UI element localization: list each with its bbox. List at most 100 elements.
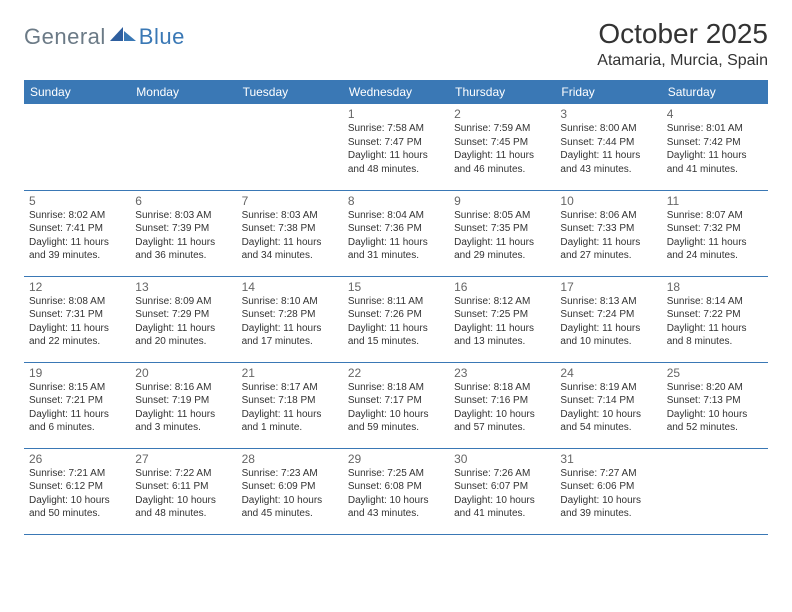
day-detail-ss: Sunset: 6:11 PM	[135, 480, 231, 494]
day-number: 25	[667, 366, 763, 380]
day-detail-dl1: Daylight: 11 hours	[667, 236, 763, 250]
day-cell: 9Sunrise: 8:05 AMSunset: 7:35 PMDaylight…	[449, 190, 555, 276]
day-number: 15	[348, 280, 444, 294]
day-detail-dl1: Daylight: 11 hours	[135, 236, 231, 250]
day-detail-sr: Sunrise: 8:10 AM	[242, 295, 338, 309]
calendar-week: 19Sunrise: 8:15 AMSunset: 7:21 PMDayligh…	[24, 362, 768, 448]
day-detail-dl2: and 45 minutes.	[242, 507, 338, 521]
day-detail-ss: Sunset: 7:21 PM	[29, 394, 125, 408]
weekday-header: Wednesday	[343, 80, 449, 104]
day-detail-ss: Sunset: 7:13 PM	[667, 394, 763, 408]
day-detail-sr: Sunrise: 8:06 AM	[560, 209, 656, 223]
day-number: 8	[348, 194, 444, 208]
day-detail-sr: Sunrise: 8:04 AM	[348, 209, 444, 223]
day-cell: 11Sunrise: 8:07 AMSunset: 7:32 PMDayligh…	[662, 190, 768, 276]
day-detail-ss: Sunset: 7:18 PM	[242, 394, 338, 408]
day-detail-sr: Sunrise: 8:03 AM	[135, 209, 231, 223]
day-detail-sr: Sunrise: 8:09 AM	[135, 295, 231, 309]
day-number: 30	[454, 452, 550, 466]
day-detail-ss: Sunset: 7:19 PM	[135, 394, 231, 408]
day-detail-ss: Sunset: 7:31 PM	[29, 308, 125, 322]
day-cell: 5Sunrise: 8:02 AMSunset: 7:41 PMDaylight…	[24, 190, 130, 276]
day-detail-dl1: Daylight: 10 hours	[242, 494, 338, 508]
day-cell: 21Sunrise: 8:17 AMSunset: 7:18 PMDayligh…	[237, 362, 343, 448]
day-cell: 12Sunrise: 8:08 AMSunset: 7:31 PMDayligh…	[24, 276, 130, 362]
day-cell: 20Sunrise: 8:16 AMSunset: 7:19 PMDayligh…	[130, 362, 236, 448]
day-detail-ss: Sunset: 6:12 PM	[29, 480, 125, 494]
day-detail-dl1: Daylight: 11 hours	[242, 408, 338, 422]
day-detail-dl2: and 46 minutes.	[454, 163, 550, 177]
day-number: 14	[242, 280, 338, 294]
day-detail-dl1: Daylight: 10 hours	[560, 408, 656, 422]
day-number: 28	[242, 452, 338, 466]
day-detail-ss: Sunset: 7:14 PM	[560, 394, 656, 408]
day-detail-sr: Sunrise: 7:23 AM	[242, 467, 338, 481]
day-detail-dl2: and 48 minutes.	[135, 507, 231, 521]
day-detail-dl1: Daylight: 10 hours	[560, 494, 656, 508]
day-detail-dl2: and 8 minutes.	[667, 335, 763, 349]
day-detail-dl2: and 3 minutes.	[135, 421, 231, 435]
day-detail-dl1: Daylight: 10 hours	[348, 494, 444, 508]
day-cell: 3Sunrise: 8:00 AMSunset: 7:44 PMDaylight…	[555, 104, 661, 190]
day-number: 18	[667, 280, 763, 294]
day-cell: 15Sunrise: 8:11 AMSunset: 7:26 PMDayligh…	[343, 276, 449, 362]
day-cell: 6Sunrise: 8:03 AMSunset: 7:39 PMDaylight…	[130, 190, 236, 276]
day-detail-dl2: and 43 minutes.	[348, 507, 444, 521]
day-detail-dl2: and 13 minutes.	[454, 335, 550, 349]
day-cell: 10Sunrise: 8:06 AMSunset: 7:33 PMDayligh…	[555, 190, 661, 276]
empty-cell	[130, 104, 236, 190]
day-number: 10	[560, 194, 656, 208]
day-detail-sr: Sunrise: 7:58 AM	[348, 122, 444, 136]
day-detail-dl2: and 29 minutes.	[454, 249, 550, 263]
day-cell: 14Sunrise: 8:10 AMSunset: 7:28 PMDayligh…	[237, 276, 343, 362]
day-detail-sr: Sunrise: 8:02 AM	[29, 209, 125, 223]
day-detail-ss: Sunset: 7:39 PM	[135, 222, 231, 236]
day-detail-ss: Sunset: 7:17 PM	[348, 394, 444, 408]
day-cell: 7Sunrise: 8:03 AMSunset: 7:38 PMDaylight…	[237, 190, 343, 276]
day-detail-sr: Sunrise: 8:00 AM	[560, 122, 656, 136]
day-detail-sr: Sunrise: 8:05 AM	[454, 209, 550, 223]
weekday-header: Monday	[130, 80, 236, 104]
day-detail-dl1: Daylight: 11 hours	[348, 236, 444, 250]
day-detail-ss: Sunset: 7:16 PM	[454, 394, 550, 408]
month-title: October 2025	[597, 18, 768, 50]
day-cell: 28Sunrise: 7:23 AMSunset: 6:09 PMDayligh…	[237, 448, 343, 534]
day-detail-dl1: Daylight: 10 hours	[454, 408, 550, 422]
day-detail-dl1: Daylight: 11 hours	[348, 149, 444, 163]
day-number: 6	[135, 194, 231, 208]
day-cell: 26Sunrise: 7:21 AMSunset: 6:12 PMDayligh…	[24, 448, 130, 534]
day-detail-sr: Sunrise: 7:22 AM	[135, 467, 231, 481]
day-cell: 27Sunrise: 7:22 AMSunset: 6:11 PMDayligh…	[130, 448, 236, 534]
day-cell: 13Sunrise: 8:09 AMSunset: 7:29 PMDayligh…	[130, 276, 236, 362]
day-detail-dl2: and 6 minutes.	[29, 421, 125, 435]
day-detail-dl1: Daylight: 11 hours	[560, 236, 656, 250]
day-detail-dl2: and 52 minutes.	[667, 421, 763, 435]
weekday-header: Tuesday	[237, 80, 343, 104]
day-detail-ss: Sunset: 7:32 PM	[667, 222, 763, 236]
day-detail-dl1: Daylight: 11 hours	[242, 236, 338, 250]
day-detail-ss: Sunset: 7:28 PM	[242, 308, 338, 322]
day-number: 13	[135, 280, 231, 294]
logo-text-blue: Blue	[139, 24, 185, 50]
day-number: 1	[348, 107, 444, 121]
day-cell: 2Sunrise: 7:59 AMSunset: 7:45 PMDaylight…	[449, 104, 555, 190]
logo: General Blue	[24, 18, 185, 50]
title-block: October 2025 Atamaria, Murcia, Spain	[597, 18, 768, 70]
weekday-header: Friday	[555, 80, 661, 104]
header: General Blue October 2025 Atamaria, Murc…	[24, 18, 768, 70]
day-cell: 31Sunrise: 7:27 AMSunset: 6:06 PMDayligh…	[555, 448, 661, 534]
weekday-header: Sunday	[24, 80, 130, 104]
day-detail-ss: Sunset: 7:38 PM	[242, 222, 338, 236]
day-number: 31	[560, 452, 656, 466]
day-detail-ss: Sunset: 7:22 PM	[667, 308, 763, 322]
day-detail-sr: Sunrise: 7:25 AM	[348, 467, 444, 481]
day-detail-sr: Sunrise: 8:18 AM	[454, 381, 550, 395]
day-number: 17	[560, 280, 656, 294]
day-detail-dl1: Daylight: 10 hours	[29, 494, 125, 508]
day-number: 22	[348, 366, 444, 380]
day-detail-sr: Sunrise: 8:18 AM	[348, 381, 444, 395]
day-number: 4	[667, 107, 763, 121]
day-detail-dl2: and 22 minutes.	[29, 335, 125, 349]
day-detail-ss: Sunset: 6:07 PM	[454, 480, 550, 494]
day-detail-dl2: and 39 minutes.	[29, 249, 125, 263]
